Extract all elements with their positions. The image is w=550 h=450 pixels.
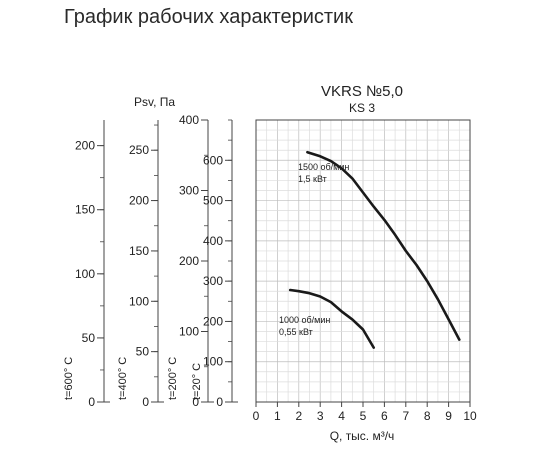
temp-axis-label: t=20° C	[191, 363, 203, 400]
temp-axis-label: t=200° C	[167, 357, 179, 400]
temp-axis-tick-label: 300	[179, 184, 199, 198]
x-axis: 0 1 2 3 4 5 6 7 8 9 10	[253, 402, 477, 423]
x-tick-label: 5	[360, 409, 367, 423]
temp-axis-tick-label: 150	[75, 203, 95, 217]
temp-axis-tick-label: 200	[179, 254, 199, 268]
series-1-label-rpm: 1500 об/мин	[298, 162, 349, 172]
x-tick-label: 6	[381, 409, 388, 423]
series-2-label-power: 0,55 кВт	[279, 327, 313, 337]
temp-axis-tick-label: 500	[203, 194, 223, 208]
temp-axis-tick-label: 50	[82, 331, 96, 345]
temp-axis-label: t=400° C	[117, 357, 129, 400]
temp-axis-tick-label: 200	[129, 194, 149, 208]
temperature-axes: 0 50 100 150 200 t=600° C 0 50 100 150 200 250 t=400…	[63, 113, 238, 409]
series-1-line	[306, 150, 461, 341]
temp-axis-label: t=600° C	[63, 357, 75, 400]
y-axis-label: Psv, Па	[134, 95, 175, 109]
x-tick-label: 8	[424, 409, 431, 423]
temp-axis-tick-label: 100	[75, 267, 95, 281]
x-axis-label: Q, тыс. м³/ч	[330, 429, 395, 443]
x-tick-label: 2	[295, 409, 302, 423]
series-2-label-rpm: 1000 об/мин	[279, 315, 330, 325]
curves-layer	[288, 150, 461, 349]
x-tick-label: 7	[402, 409, 409, 423]
temp-axis-tick-label: 100	[203, 355, 223, 369]
chart-subtitle: KS 3	[349, 101, 375, 115]
series-2-line	[288, 288, 376, 349]
x-tick-label: 10	[463, 409, 477, 423]
temp-axis-tick-label: 50	[136, 345, 150, 359]
x-tick-label: 0	[253, 409, 260, 423]
temp-axis-tick-label: 150	[129, 244, 149, 258]
series-1-label-power: 1,5 кВт	[298, 174, 327, 184]
plot-grid	[255, 119, 471, 403]
temp-axis-tick-label: 0	[88, 395, 95, 409]
temp-axis-tick-label: 300	[203, 274, 223, 288]
temp-axis-tick-label: 200	[203, 314, 223, 328]
x-tick-label: 9	[445, 409, 452, 423]
temp-axis-tick-label: 250	[129, 143, 149, 157]
temp-axis-tick-label: 0	[216, 395, 223, 409]
x-tick-label: 4	[338, 409, 345, 423]
x-tick-label: 3	[317, 409, 324, 423]
temp-axis-tick-label: 400	[203, 234, 223, 248]
temp-axis-tick-label: 400	[179, 113, 199, 127]
temp-axis-tick-label: 0	[142, 395, 149, 409]
temp-axis-tick-label: 600	[203, 153, 223, 167]
temp-axis-tick-label: 100	[179, 325, 199, 339]
temp-axis-tick-label: 0	[192, 395, 199, 409]
temp-axis-tick-label: 200	[75, 139, 95, 153]
x-tick-label: 1	[274, 409, 281, 423]
page-title: График рабочих характеристик	[64, 6, 353, 28]
temp-axis-tick-label: 100	[129, 294, 149, 308]
chart-title: VKRS №5,0	[321, 83, 403, 100]
